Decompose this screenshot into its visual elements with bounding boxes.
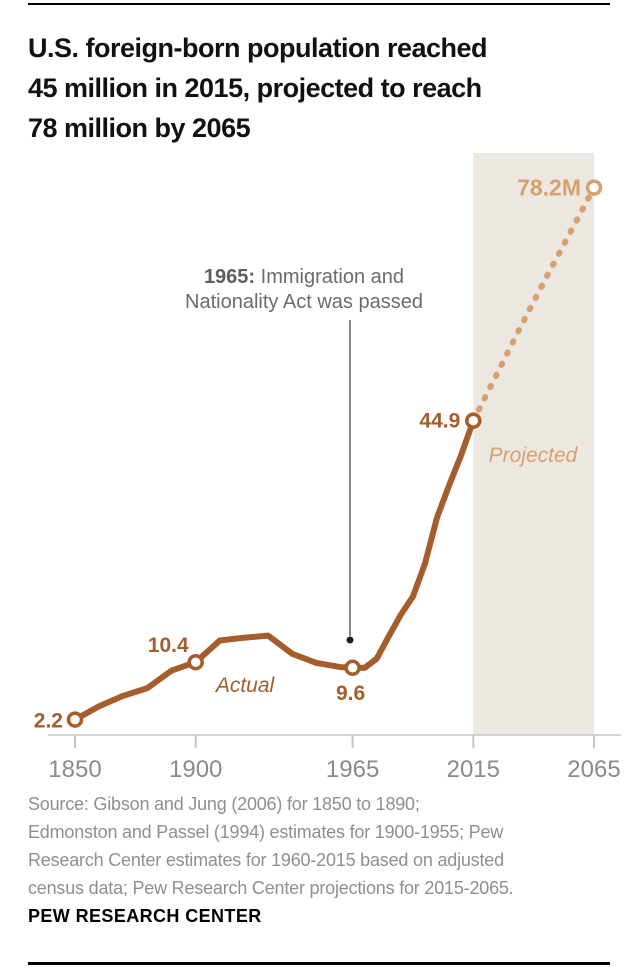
x-tick-label-1965: 1965: [326, 756, 379, 783]
x-tick-label-1900: 1900: [169, 756, 222, 783]
projected-region: [473, 153, 594, 735]
data-point-2065: [585, 179, 603, 196]
data-point-1965: [344, 659, 361, 677]
point-label-2015: 44.9: [419, 410, 460, 433]
actual-line: [72, 417, 477, 723]
annotation-text: 1965: Immigration and Nationality Act was…: [185, 266, 423, 313]
point-label-2065: 78.2M: [517, 175, 581, 201]
x-tick-label-2015: 2015: [447, 756, 500, 783]
brand-footer: PEW RESEARCH CENTER: [28, 906, 262, 926]
data-point-2015: [465, 412, 482, 429]
data-point-1900: [187, 653, 204, 671]
point-label-1850: 2.2: [34, 710, 63, 733]
source-note: Source: Gibson and Jung (2006) for 1850 …: [28, 794, 514, 898]
point-label-1965: 9.6: [336, 682, 365, 705]
chart-title: U.S. foreign-born population reached 45 …: [28, 33, 488, 143]
bottom-rule: [28, 962, 610, 965]
data-point-1850: [66, 711, 84, 728]
series-label-actual: Actual: [214, 674, 276, 697]
foreign-born-line-chart: 1850 1900 1965 2015 2065 2.2 10.4 9.6 44.9 78.2M A…: [34, 153, 621, 783]
series-label-projected: Projected: [489, 444, 579, 467]
top-rule: [28, 3, 610, 5]
x-tick-label-1850: 1850: [48, 756, 101, 783]
point-label-1900: 10.4: [148, 634, 189, 657]
x-tick-label-2065: 2065: [567, 756, 620, 783]
annotation-pointer-dot: [346, 636, 354, 644]
